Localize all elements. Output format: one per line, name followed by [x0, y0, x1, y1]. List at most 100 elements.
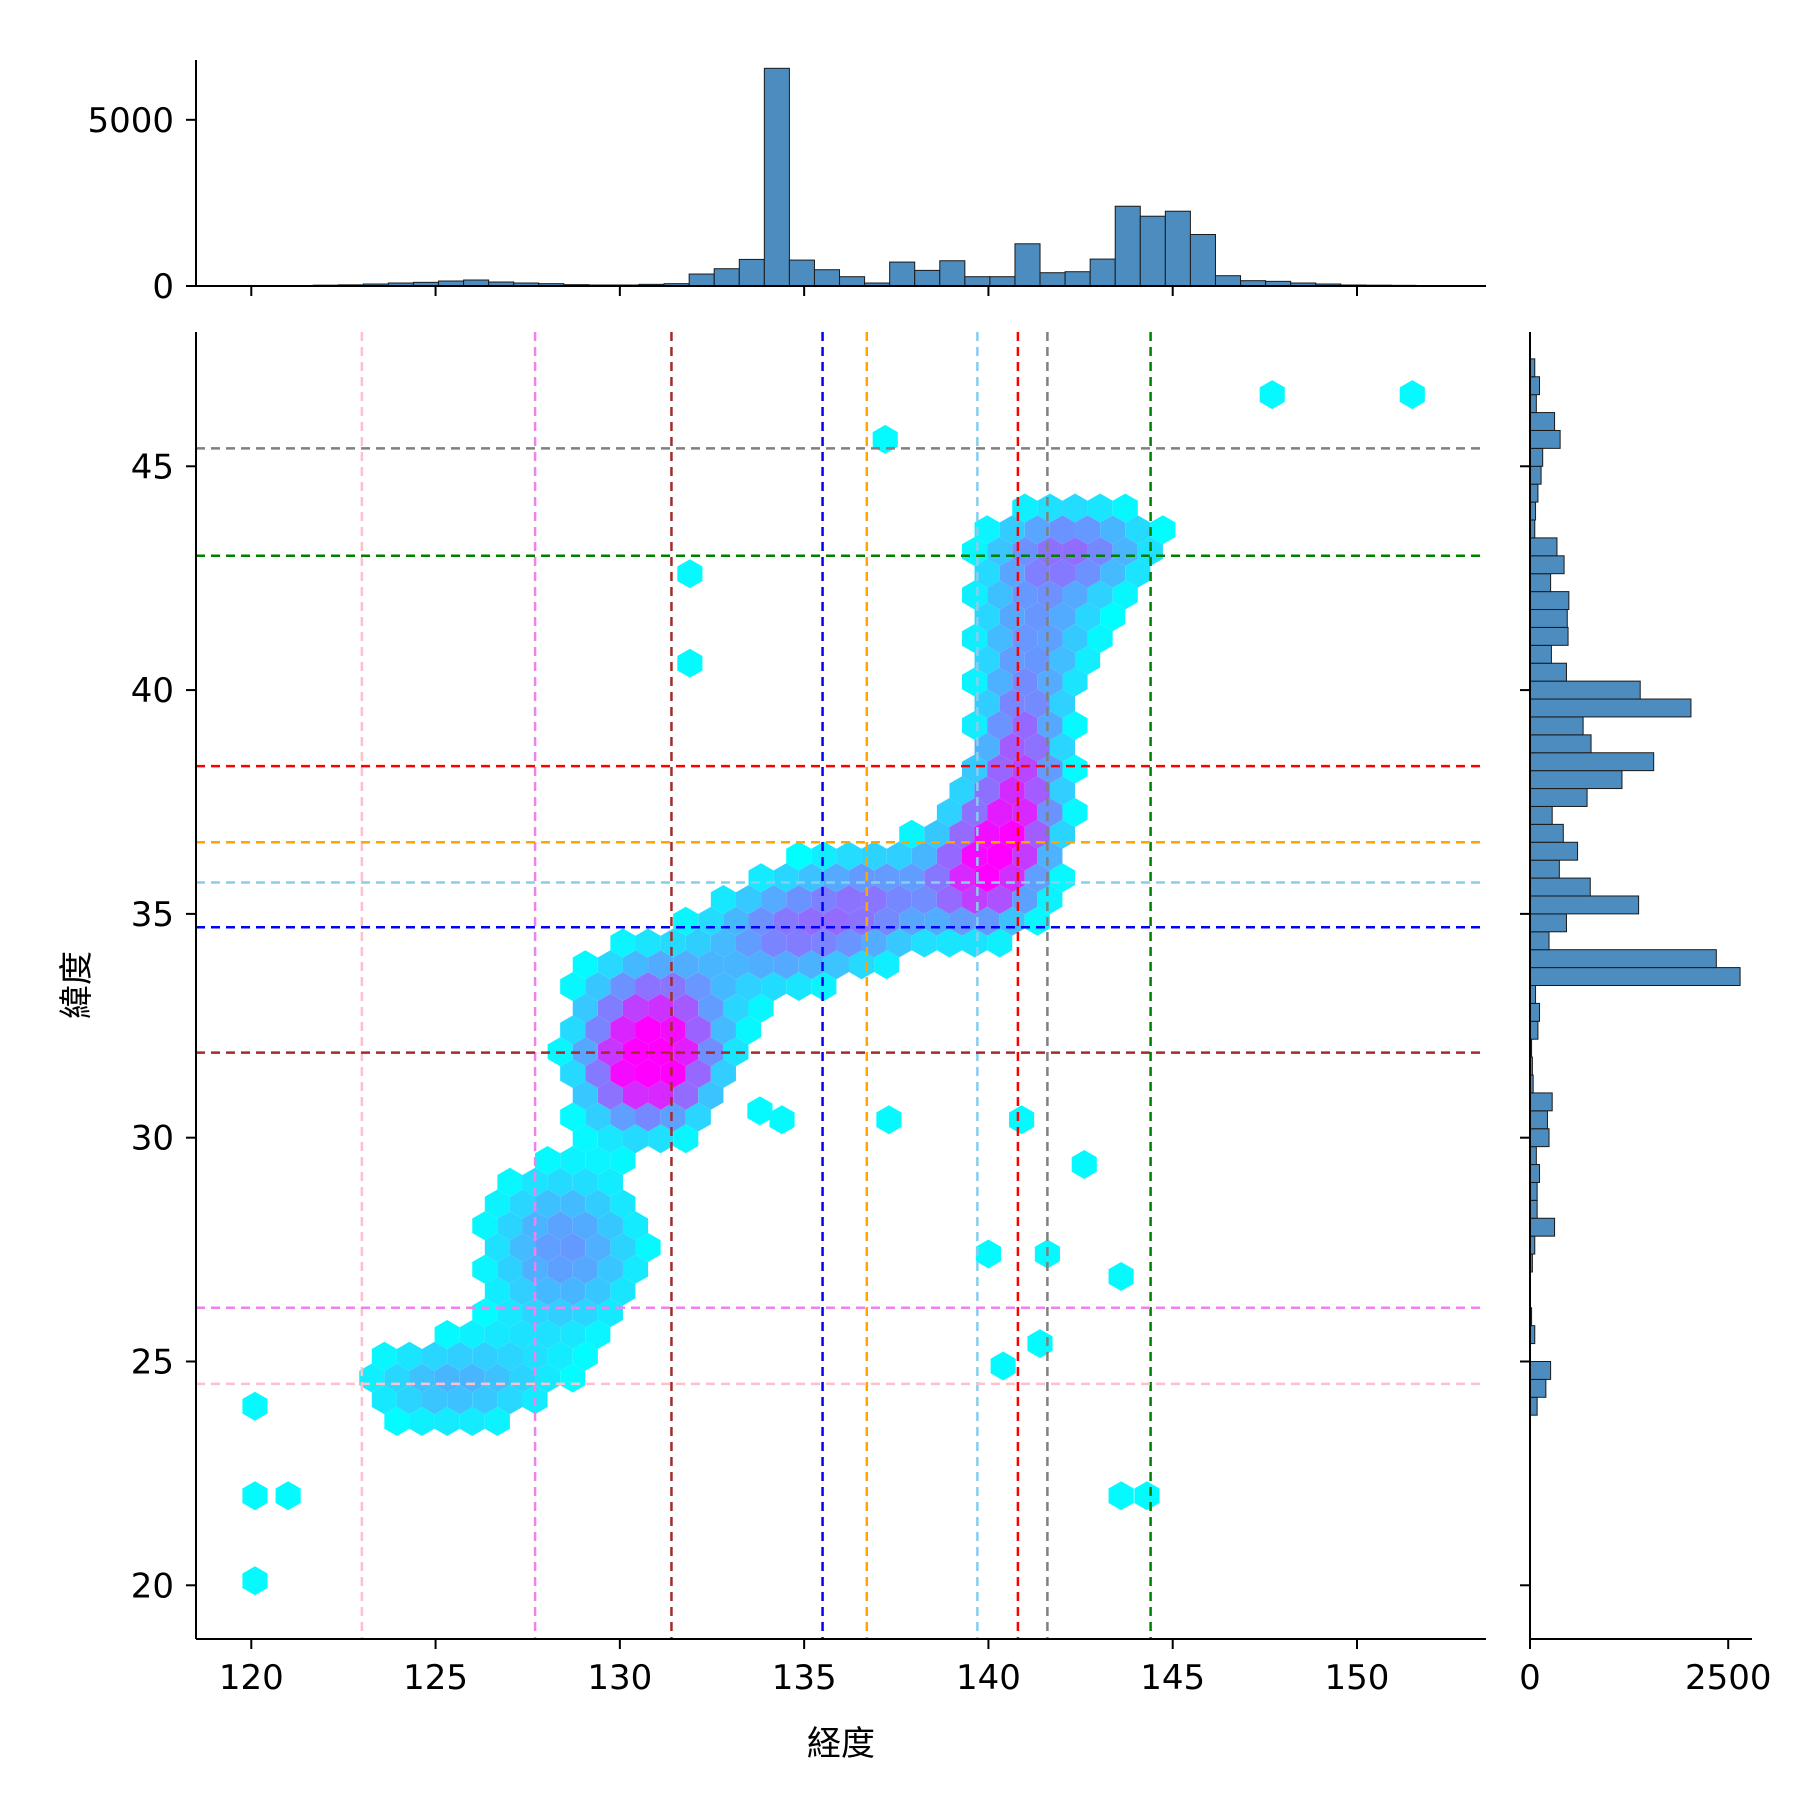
hexbin-cell: [1037, 754, 1063, 784]
hexbin-cell: [876, 1105, 902, 1135]
right-histogram-bar: [1529, 429, 1561, 449]
hexbin-cell: [710, 885, 736, 914]
hexbin-cell: [447, 1385, 473, 1415]
hexbin-cell: [597, 993, 623, 1023]
hexbin-cell: [1024, 863, 1050, 893]
hexbin-cell: [761, 928, 787, 958]
hexbin-cell: [811, 841, 837, 871]
top-histogram-bar: [1214, 275, 1242, 287]
hexbin-cell: [1009, 1105, 1035, 1135]
top-histogram-bar: [688, 273, 715, 287]
right-histogram-bar: [1529, 1128, 1550, 1148]
top-histogram-bar: [839, 276, 866, 287]
hexbin-cell: [472, 1211, 498, 1241]
hexbin-cell: [987, 798, 1013, 827]
right-histogram-bar: [1529, 447, 1544, 467]
hexbin-cell: [735, 972, 762, 1001]
hexbin-cell: [1062, 754, 1088, 784]
hexbin-cell: [1087, 537, 1113, 566]
hexbin-cell: [936, 928, 962, 958]
hexbin-cell: [1049, 558, 1076, 588]
hexbin-cell: [1125, 558, 1151, 588]
hexbin-cell: [597, 1167, 623, 1197]
right-histogram-bar: [1529, 644, 1552, 664]
hexbin-cell: [874, 863, 900, 893]
right-histogram-bar: [1529, 823, 1564, 843]
hexbin-cell: [1012, 711, 1038, 740]
hexbin-cell: [497, 1254, 523, 1284]
hexbin-cell: [735, 885, 762, 914]
hexbin-cell: [560, 1363, 586, 1393]
hexbin-cell: [597, 1211, 623, 1241]
hexbin-cell: [677, 648, 703, 678]
hexbin-cell: [1112, 537, 1138, 566]
hexbin-cell: [535, 1189, 561, 1219]
top-histogram-bar: [713, 268, 740, 287]
hexbin-cell: [472, 1385, 498, 1415]
right-histogram-bar: [1529, 1378, 1547, 1398]
hexbin-cell: [660, 928, 686, 958]
hexbin-cell: [747, 1096, 773, 1126]
hexbin-cell: [1024, 776, 1050, 806]
hexbin-cell: [677, 559, 703, 589]
hexbin-cell: [560, 1102, 586, 1132]
hexbin-cell: [974, 776, 1000, 806]
hexbin-cell: [572, 1341, 598, 1371]
hexbin-cell: [1150, 515, 1176, 545]
hexbin-cell: [509, 1320, 536, 1349]
main-plot: 120 125 130 135 140 145 150 20 25 30 35 40 45 経度 緯度: [57, 332, 1486, 1764]
hexbin-cell: [962, 537, 988, 566]
right-histogram-bar: [1529, 716, 1584, 736]
hexbin-cell: [497, 1211, 523, 1241]
hexbin-cell: [886, 885, 912, 914]
right-histogram-bar: [1529, 770, 1623, 790]
hexbin-cell: [635, 1233, 661, 1262]
hexbin-cell: [1012, 754, 1038, 784]
hexbin-cell: [572, 1124, 598, 1154]
hexbin-cell: [974, 558, 1000, 588]
hexbin-cell: [522, 1167, 548, 1197]
hexbin-cell: [535, 1233, 561, 1262]
main-x-tick-label: 130: [587, 1658, 652, 1698]
hexbin-cell: [748, 863, 774, 893]
hexbin-cell: [1108, 1481, 1134, 1511]
right-histogram-bar: [1529, 752, 1655, 772]
hexbin-cell: [422, 1385, 448, 1415]
hexbin-cell: [1100, 558, 1126, 588]
hexbin-cell: [811, 928, 837, 958]
top-histogram-bar: [1139, 215, 1166, 287]
top-histogram-tick-label: 0: [152, 267, 174, 307]
hexbin-cell: [547, 1167, 573, 1197]
hexbin-cell: [723, 1037, 749, 1067]
hexbin-cell: [1062, 580, 1088, 610]
hexbin-cell: [560, 1059, 586, 1088]
right-histogram-tick-label: 2500: [1685, 1658, 1772, 1698]
hexbin-cell: [509, 1233, 536, 1262]
top-histogram-bar: [1189, 233, 1216, 287]
hexbin-cell: [535, 1276, 561, 1306]
hexbin-cell: [409, 1363, 435, 1393]
main-x-tick-label: 125: [403, 1658, 468, 1698]
top-histogram-bar: [989, 276, 1016, 287]
hexbin-cell: [275, 1481, 301, 1511]
hexbin-cell: [735, 1015, 762, 1045]
right-histogram-bar: [1529, 591, 1570, 611]
hexbin-cell: [648, 1080, 674, 1110]
hexbin-cell: [459, 1363, 485, 1393]
hexbin-cell: [1049, 732, 1076, 762]
hexbin-cell: [798, 863, 824, 893]
hexbin-cell: [585, 1059, 611, 1088]
hexbin-cell: [535, 1146, 561, 1175]
hexbin-cell: [1024, 645, 1050, 675]
top-histogram-bar: [1014, 243, 1041, 287]
top-histogram-bar: [1089, 258, 1116, 287]
hexbin-cell: [597, 1254, 623, 1284]
hexbin-cell: [748, 993, 774, 1023]
top-histogram-bar: [738, 258, 765, 287]
top-histogram-bar: [1064, 271, 1091, 287]
hexbin-cell: [962, 841, 988, 871]
hexbin-cell: [1024, 515, 1050, 545]
hexbin-cell: [748, 950, 774, 980]
hexbin-cell: [990, 1351, 1016, 1381]
hexbin-cell: [1037, 493, 1063, 523]
